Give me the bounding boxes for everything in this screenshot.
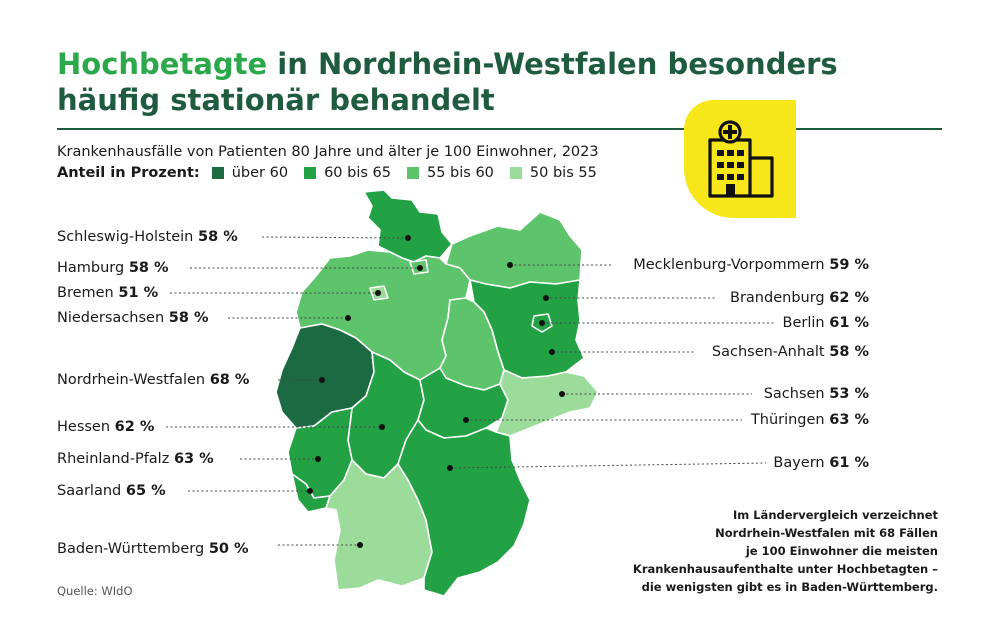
label-berlin: Berlin 61 % — [782, 315, 869, 331]
label-rheinland-pfalz: Rheinland-Pfalz 63 % — [57, 451, 214, 467]
marker-baden-wuerttemberg — [357, 542, 363, 548]
label-mecklenburg-vorpommern: Mecklenburg-Vorpommern 59 % — [633, 257, 869, 273]
marker-sachsen — [559, 391, 565, 397]
page-title: Hochbetagte in Nordrhein-Westfalen beson… — [57, 46, 877, 118]
marker-rheinland-pfalz — [315, 456, 321, 462]
label-hamburg: Hamburg 58 % — [57, 260, 169, 276]
legend-item-55-60: 55 bis 60 — [406, 165, 494, 181]
legend-item-label: 55 bis 60 — [426, 165, 494, 181]
legend-item-ueber-60: über 60 — [211, 165, 289, 181]
legend-item-60-65: 60 bis 65 — [304, 165, 391, 181]
legend-swatch — [211, 167, 224, 179]
title-line2: häufig stationär behandelt — [57, 83, 495, 117]
leader-schleswig-holstein — [261, 236, 409, 239]
state-sachsen — [495, 369, 599, 437]
label-niedersachsen: Niedersachsen 58 % — [57, 310, 209, 326]
legend-label: Anteil in Prozent: — [57, 165, 200, 181]
label-bayern: Bayern 61 % — [773, 455, 869, 471]
hospital-building-icon — [684, 100, 796, 218]
marker-thueringen — [463, 417, 469, 423]
marker-saarland — [307, 488, 313, 494]
label-nordrhein-westfalen: Nordrhein-Westfalen 68 % — [57, 372, 250, 388]
marker-hamburg — [417, 265, 423, 271]
title-highlight: Hochbetagte — [57, 47, 268, 81]
legend-item-label: 60 bis 65 — [324, 165, 391, 181]
marker-schleswig-holstein — [405, 235, 411, 241]
title-line1-rest: in Nordrhein-Westfalen besonders — [267, 47, 838, 81]
subtitle: Krankenhausfälle von Patienten 80 Jahre … — [57, 144, 599, 160]
marker-sachsen-anhalt — [549, 349, 555, 355]
marker-nordrhein-westfalen — [319, 377, 325, 383]
marker-bayern — [447, 465, 453, 471]
source-credit: Quelle: WIdO — [57, 584, 133, 598]
marker-niedersachsen — [345, 315, 351, 321]
label-bremen: Bremen 51 % — [57, 285, 159, 301]
label-schleswig-holstein: Schleswig-Holstein 58 % — [57, 229, 238, 245]
legend-item-50-55: 50 bis 55 — [509, 165, 597, 181]
leader-bayern — [449, 462, 767, 469]
label-sachsen-anhalt: Sachsen-Anhalt 58 % — [711, 344, 869, 360]
label-thueringen: Thüringen 63 % — [750, 412, 869, 428]
marker-hessen — [379, 424, 385, 430]
marker-bremen — [375, 290, 381, 296]
label-baden-wuerttemberg: Baden-Württemberg 50 % — [57, 541, 249, 557]
legend-item-label: über 60 — [231, 165, 289, 181]
marker-berlin — [539, 320, 545, 326]
legend-swatch — [509, 167, 522, 179]
legend: Anteil in Prozent: über 60 60 bis 65 55 … — [57, 165, 613, 181]
label-hessen: Hessen 62 % — [57, 419, 155, 435]
marker-brandenburg — [543, 295, 549, 301]
label-saarland: Saarland 65 % — [57, 483, 166, 499]
legend-item-label: 50 bis 55 — [529, 165, 597, 181]
state-bayern — [397, 419, 531, 597]
annotation-note: Im Ländervergleich verzeichnet Nordrhein… — [632, 508, 938, 594]
marker-mecklenburg-vorpommern — [507, 262, 513, 268]
title-divider — [57, 128, 942, 130]
legend-swatch — [406, 167, 419, 179]
label-brandenburg: Brandenburg 62 % — [730, 290, 869, 306]
legend-swatch — [304, 167, 317, 179]
label-sachsen: Sachsen 53 % — [763, 386, 869, 402]
